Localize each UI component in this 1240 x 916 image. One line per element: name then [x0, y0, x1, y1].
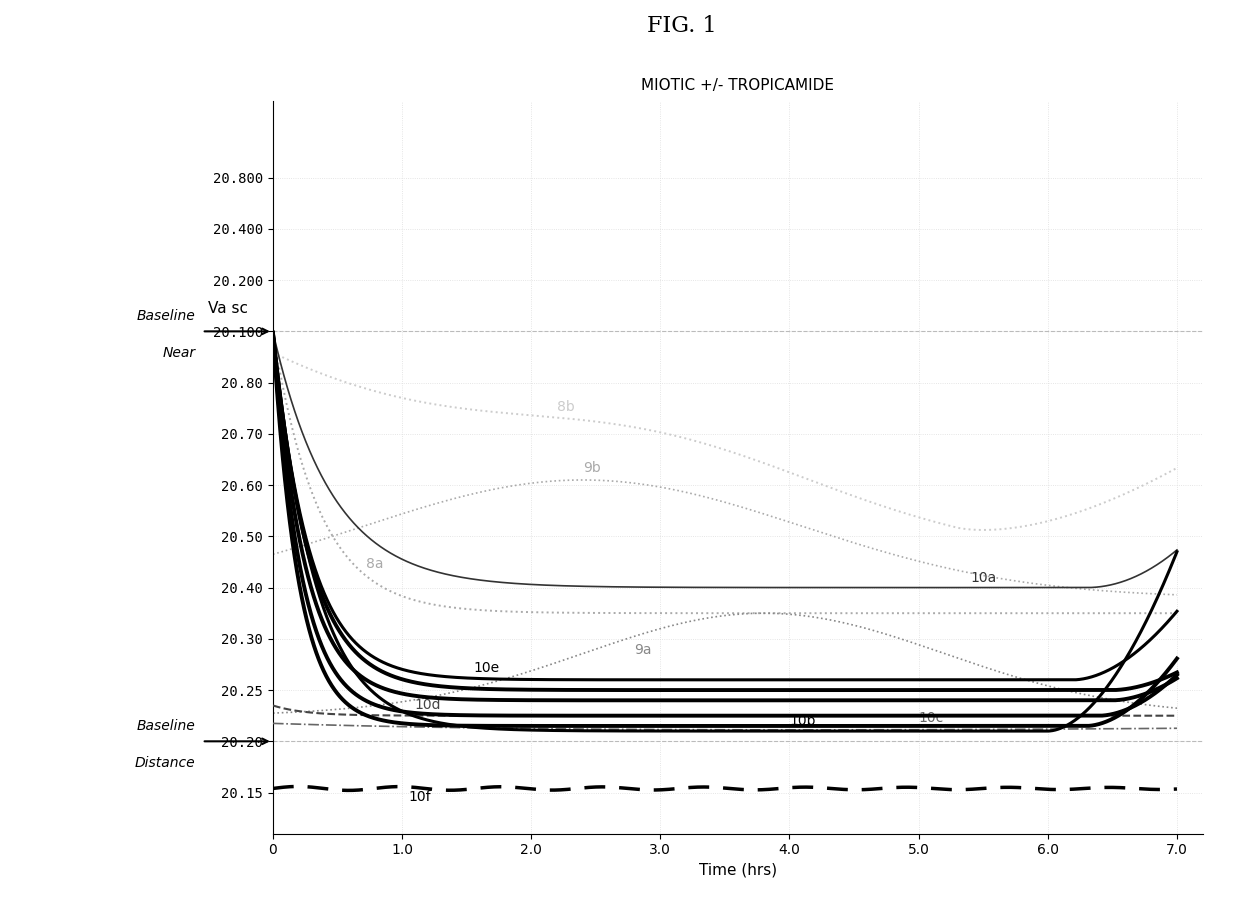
Text: 8a: 8a [366, 557, 383, 571]
Text: Baseline: Baseline [136, 719, 196, 733]
Text: Distance: Distance [135, 756, 196, 770]
Text: 10d: 10d [415, 698, 441, 713]
Text: 10e: 10e [472, 661, 500, 675]
Text: 10f: 10f [408, 791, 432, 804]
Text: Baseline: Baseline [136, 309, 196, 323]
Text: 9a: 9a [635, 643, 652, 657]
Title: MIOTIC +/- TROPICAMIDE: MIOTIC +/- TROPICAMIDE [641, 78, 835, 93]
Text: Near: Near [162, 346, 196, 360]
Text: FIG. 1: FIG. 1 [647, 15, 717, 37]
Text: 10c: 10c [919, 711, 944, 725]
Text: Va sc: Va sc [208, 301, 248, 316]
Text: 8b: 8b [557, 400, 574, 414]
Text: 9b: 9b [583, 462, 600, 475]
Text: 10b: 10b [790, 714, 816, 728]
Text: 10a: 10a [971, 572, 997, 585]
X-axis label: Time (hrs): Time (hrs) [698, 863, 777, 878]
